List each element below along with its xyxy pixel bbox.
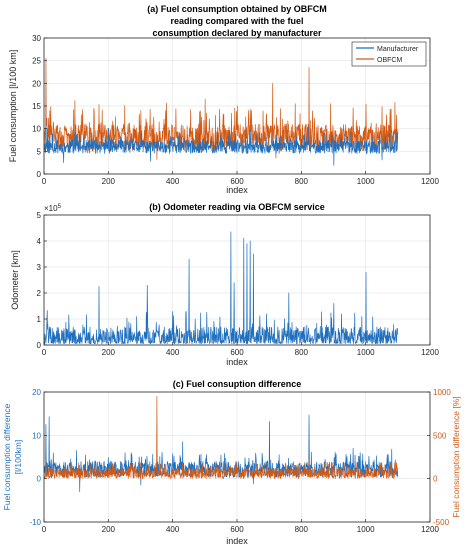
panel-b-x-tick-label: 200	[102, 348, 116, 357]
series-obfcm-line	[43, 58, 399, 160]
panel-c-x-tick-label: 400	[166, 525, 180, 534]
panel-c-right-y-axis-label: Fuel consumption difference [%]	[451, 396, 461, 517]
panel-c-left-y-tick-label: 0	[37, 475, 42, 484]
panel-b-exponent-label: ×105	[44, 204, 62, 213]
panel-c-left-y-tick-label: -10	[29, 518, 41, 527]
panel-b-y-tick-label: 5	[37, 211, 42, 220]
panel-c-x-tick-label: 200	[102, 525, 116, 534]
panel-a-title-line-3: consumption declared by manufacturer	[152, 28, 322, 38]
panel-b-y-tick-label: 0	[37, 341, 42, 350]
panel-b-y-tick-label: 3	[37, 263, 42, 272]
panel-c-x-tick-label: 1000	[357, 525, 375, 534]
panel-a-x-tick-label: 400	[166, 177, 180, 186]
panel-a-legend-box	[351, 41, 427, 67]
panel-c-x-axis-label: index	[226, 536, 248, 546]
panel-b-x-tick-label: 600	[230, 348, 244, 357]
panel-c-right-y-tick-label: -500	[433, 518, 450, 527]
panel-a-title-line-1: (a) Fuel consumption obtained by OBFCM	[147, 4, 327, 14]
panel-a-y-tick-label: 5	[37, 147, 42, 156]
panel-b-y-axis-label: Odometer [km]	[10, 250, 20, 310]
panel-c-left-y-tick-label: 10	[32, 431, 41, 440]
panel-b-y-tick-label: 4	[37, 237, 42, 246]
panel-a-y-axis-label: Fuel consumption [l/100 km]	[8, 50, 18, 163]
panel-a-x-tick-label: 600	[230, 177, 244, 186]
panel-c-right-y-tick-label: 0	[433, 475, 438, 484]
panel-b-plot-area	[43, 231, 399, 345]
legend-obfcm-label: OBFCM	[377, 57, 402, 64]
series-difference-percent-line	[44, 395, 399, 483]
panel-b: (b) Odometer reading via OBFCM service 0…	[10, 202, 439, 367]
panel-b-y-tick-label: 1	[37, 315, 42, 324]
series-difference-l100km-line	[43, 414, 399, 493]
panel-c-ticks: 0 200 400 600 800 1000 1200-1001020-5000500100…	[29, 388, 451, 534]
panel-c-x-tick-label: 800	[295, 525, 309, 534]
panel-c-right-y-tick-label: 500	[433, 431, 447, 440]
panel-c-title: (c) Fuel consuption difference	[173, 379, 302, 389]
legend-manufacturer-label: Manufacturer	[377, 46, 419, 53]
panel-a-y-tick-label: 30	[32, 34, 41, 43]
panel-a-plot-area	[43, 58, 399, 166]
panel-b-x-axis-label: index	[226, 357, 248, 367]
panel-b-x-tick-label: 400	[166, 348, 180, 357]
panel-a-y-tick-label: 25	[32, 57, 41, 66]
panel-c-x-tick-label: 1200	[421, 525, 439, 534]
panel-a-x-tick-label: 200	[102, 177, 116, 186]
panel-b-y-tick-label: 2	[37, 289, 42, 298]
panel-c-left-y-tick-label: 20	[32, 388, 41, 397]
panel-c-left-y-axis-label-line-2: [l/100km]	[13, 440, 23, 475]
panel-a-legend: Manufacturer OBFCM	[351, 41, 427, 67]
panel-c-plot-area	[43, 395, 399, 493]
panel-c-right-y-tick-label: 1000	[433, 388, 451, 397]
series-manufacturer-line	[43, 126, 399, 166]
panel-a: (a) Fuel consumption obtained by OBFCM r…	[8, 4, 439, 195]
panel-b-x-tick-label: 1000	[357, 348, 375, 357]
panel-a-y-tick-label: 0	[37, 170, 42, 179]
panel-c-grid	[43, 391, 431, 523]
panel-a-y-tick-label: 10	[32, 125, 41, 134]
panel-b-x-tick-label: 0	[42, 348, 47, 357]
panel-b-x-tick-label: 800	[295, 348, 309, 357]
panel-a-ticks: 0 200 400 600 800 1000 1200 0 5 10 15 20 25 30	[32, 34, 439, 186]
panel-b-x-tick-label: 1200	[421, 348, 439, 357]
panel-a-y-tick-label: 20	[32, 79, 41, 88]
panel-b-ticks: 0 200 400 600 800 1000 1200 0 1 2 3 4 5	[37, 211, 440, 357]
panel-a-x-tick-label: 1200	[421, 177, 439, 186]
panel-c-x-tick-label: 600	[230, 525, 244, 534]
series-odometer-line	[43, 231, 399, 345]
panel-c-x-tick-label: 0	[42, 525, 47, 534]
panel-c: (c) Fuel consuption difference 0 200 400 60…	[2, 379, 461, 546]
panel-b-title: (b) Odometer reading via OBFCM service	[149, 202, 325, 212]
panel-b-grid	[43, 214, 431, 346]
panel-a-y-tick-label: 15	[32, 102, 41, 111]
panel-a-title-line-2: reading compared with the fuel	[170, 16, 303, 26]
panel-c-left-y-axis-label-line-1: Fuel consumption difference	[2, 403, 12, 510]
panel-a-x-tick-label: 0	[42, 177, 47, 186]
panel-a-x-tick-label: 1000	[357, 177, 375, 186]
panel-a-x-tick-label: 800	[295, 177, 309, 186]
panel-a-x-axis-label: index	[226, 185, 248, 195]
